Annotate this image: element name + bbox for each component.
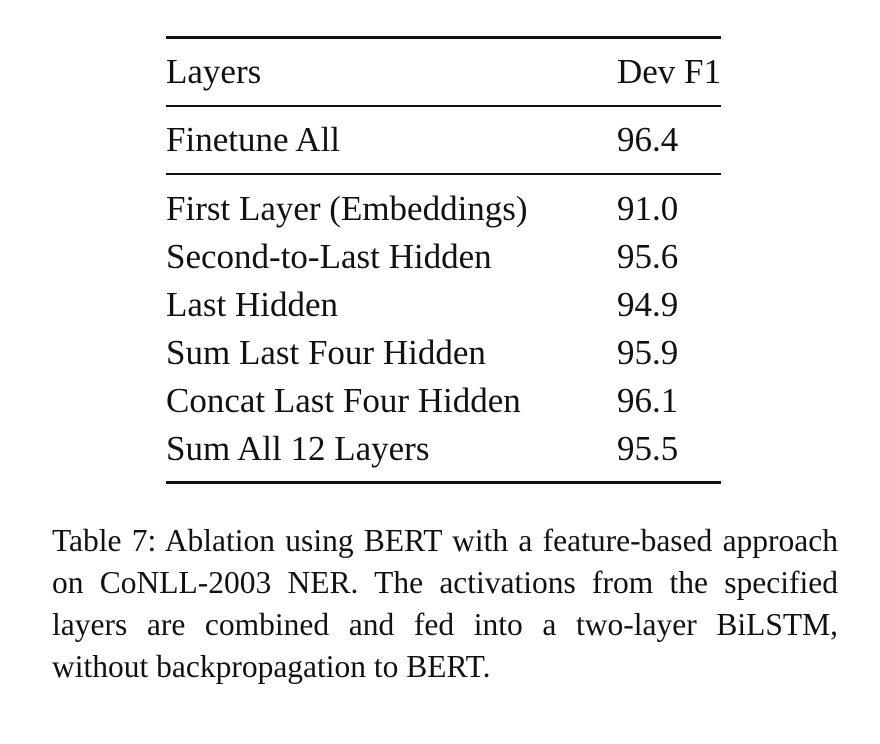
table-row: First Layer (Embeddings) 91.0 <box>166 185 721 233</box>
column-header-layers: Layers <box>166 52 262 91</box>
row-value: 91.0 <box>617 189 679 228</box>
row-label: Last Hidden <box>166 285 339 324</box>
table-caption: Table 7: Ablation using BERT with a feat… <box>52 523 838 684</box>
table-row-finetune: Finetune All 96.4 <box>166 107 721 173</box>
row-value: 95.5 <box>617 429 679 468</box>
table-row: Sum All 12 Layers 95.5 <box>166 425 721 473</box>
top-rule <box>166 36 721 39</box>
table-row: Sum Last Four Hidden 95.9 <box>166 329 721 377</box>
row-value: 95.6 <box>617 237 679 276</box>
table-row: Second-to-Last Hidden 95.6 <box>166 233 721 281</box>
row-value: 96.1 <box>617 381 679 420</box>
table-row: Last Hidden 94.9 <box>166 281 721 329</box>
row-value: 94.9 <box>617 285 679 324</box>
row-label: First Layer (Embeddings) <box>166 189 528 228</box>
bottom-rule <box>166 481 721 484</box>
row-label: Sum Last Four Hidden <box>166 333 486 372</box>
row-label: Second-to-Last Hidden <box>166 237 492 276</box>
header-rule <box>166 105 721 107</box>
row-value: 95.9 <box>617 333 679 372</box>
ablation-table: Layers Dev F1 Finetune All 96.4 First La… <box>166 36 721 484</box>
table-header-row: Layers Dev F1 <box>166 39 721 105</box>
table-body: First Layer (Embeddings) 91.0 Second-to-… <box>166 175 721 481</box>
column-header-dev-f1: Dev F1 <box>616 52 721 91</box>
row-value: 96.4 <box>617 120 679 159</box>
row-label: Concat Last Four Hidden <box>166 381 521 420</box>
table-row: Concat Last Four Hidden 96.1 <box>166 377 721 425</box>
row-label: Sum All 12 Layers <box>166 429 430 468</box>
row-label: Finetune All <box>166 120 341 159</box>
mid-rule <box>166 173 721 175</box>
